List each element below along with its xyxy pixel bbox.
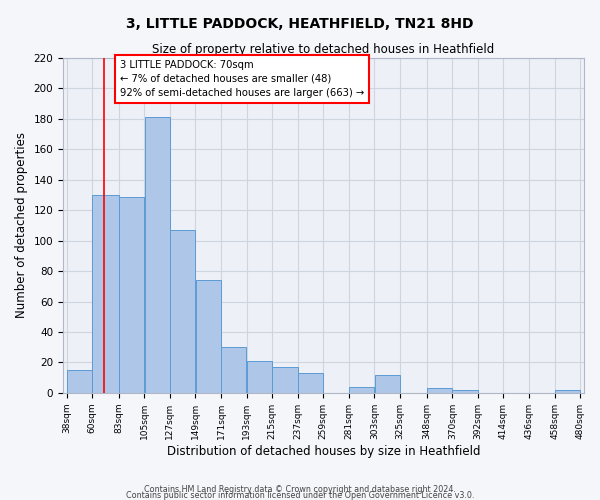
Title: Size of property relative to detached houses in Heathfield: Size of property relative to detached ho…	[152, 42, 494, 56]
Bar	[349, 387, 374, 393]
Bar	[247, 361, 272, 393]
Bar	[92, 195, 119, 393]
Bar	[196, 280, 221, 393]
Text: Contains public sector information licensed under the Open Government Licence v3: Contains public sector information licen…	[126, 491, 474, 500]
X-axis label: Distribution of detached houses by size in Heathfield: Distribution of detached houses by size …	[167, 444, 480, 458]
Y-axis label: Number of detached properties: Number of detached properties	[15, 132, 28, 318]
Bar	[427, 388, 452, 393]
Text: 3, LITTLE PADDOCK, HEATHFIELD, TN21 8HD: 3, LITTLE PADDOCK, HEATHFIELD, TN21 8HD	[126, 18, 474, 32]
Bar	[272, 367, 298, 393]
Bar	[221, 347, 247, 393]
Bar	[374, 374, 400, 393]
Bar	[298, 373, 323, 393]
Bar	[555, 390, 580, 393]
Bar	[452, 390, 478, 393]
Bar	[67, 370, 92, 393]
Text: Contains HM Land Registry data © Crown copyright and database right 2024.: Contains HM Land Registry data © Crown c…	[144, 485, 456, 494]
Bar	[145, 118, 170, 393]
Bar	[170, 230, 196, 393]
Text: 3 LITTLE PADDOCK: 70sqm
← 7% of detached houses are smaller (48)
92% of semi-det: 3 LITTLE PADDOCK: 70sqm ← 7% of detached…	[120, 60, 364, 98]
Bar	[119, 196, 144, 393]
